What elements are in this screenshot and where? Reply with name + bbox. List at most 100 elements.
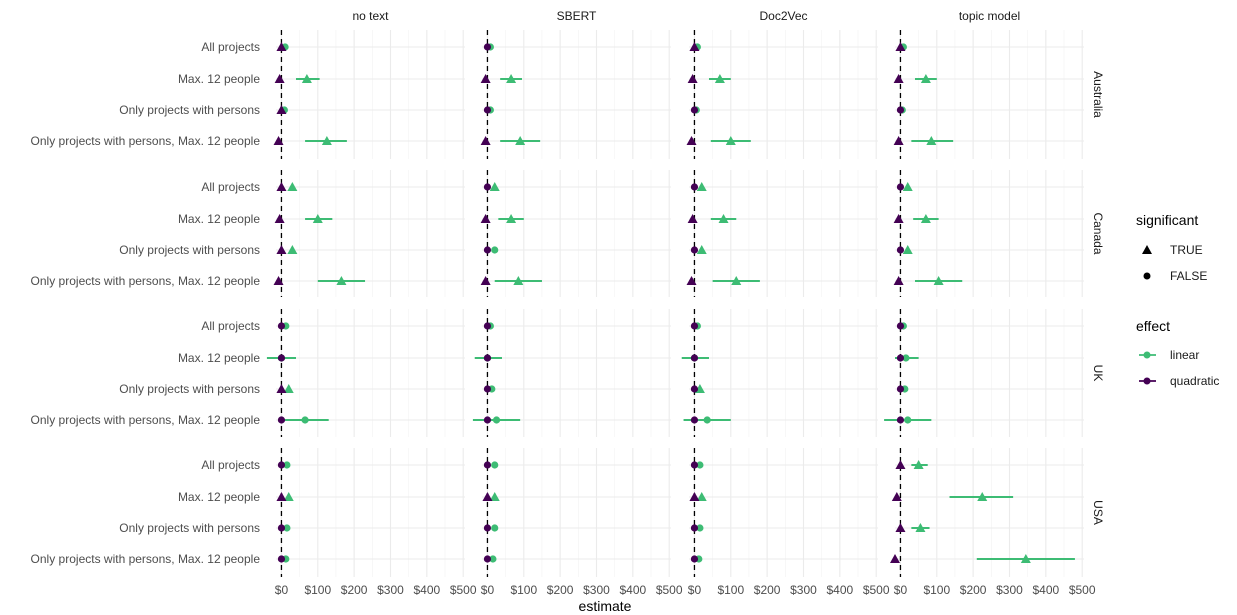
quadratic-point-significant xyxy=(687,214,698,223)
panel xyxy=(895,30,1084,159)
linear-point-significant xyxy=(915,523,926,532)
category-label: All projects xyxy=(201,319,260,333)
quadratic-point xyxy=(690,106,699,114)
linear-point-significant xyxy=(506,214,517,223)
linear-point-significant xyxy=(283,492,294,501)
quadratic-point-significant xyxy=(274,74,285,83)
linear-point-significant xyxy=(725,136,736,145)
panel xyxy=(689,309,878,437)
quadratic-point xyxy=(277,461,286,469)
quadratic-point xyxy=(690,461,699,469)
quadratic-point xyxy=(483,555,492,563)
x-tick-label: $400 xyxy=(826,583,853,597)
linear-point-significant xyxy=(696,245,707,254)
quadratic-point-significant xyxy=(480,276,491,285)
legend-quadratic-dot xyxy=(1143,377,1151,385)
linear-point-significant xyxy=(696,492,707,501)
quadratic-point-significant xyxy=(689,492,700,501)
x-tick-label: $0 xyxy=(275,583,289,597)
linear-point-significant xyxy=(513,276,524,285)
category-label: All projects xyxy=(201,180,260,194)
legend-significant-false: FALSE xyxy=(1170,269,1207,283)
category-label: Only projects with persons, Max. 12 peop… xyxy=(31,413,261,427)
quadratic-point-significant xyxy=(480,136,491,145)
x-tick-label: $200 xyxy=(547,583,574,597)
quadratic-point xyxy=(896,246,905,254)
linear-point-significant xyxy=(336,276,347,285)
linear-point xyxy=(283,461,291,469)
quadratic-point xyxy=(896,106,905,114)
quadratic-point-significant xyxy=(893,214,904,223)
linear-point-significant xyxy=(714,74,725,83)
linear-point-significant xyxy=(287,182,298,191)
x-tick-label: $300 xyxy=(996,583,1023,597)
x-tick-label: $200 xyxy=(754,583,781,597)
quadratic-point-significant xyxy=(273,276,284,285)
panel xyxy=(689,170,878,297)
quadratic-point-significant xyxy=(276,105,287,114)
x-tick-label: $0 xyxy=(481,583,495,597)
x-axis-title: estimate xyxy=(579,598,632,614)
linear-point xyxy=(283,524,291,532)
linear-point xyxy=(904,416,912,424)
column-strip-label: topic model xyxy=(959,9,1020,23)
x-tick-label: $500 xyxy=(863,583,890,597)
panel xyxy=(895,448,1084,577)
column-strips: no text SBERT Doc2Vec topic model xyxy=(352,9,1020,23)
panel xyxy=(276,448,465,577)
panel xyxy=(689,448,878,577)
linear-point-significant xyxy=(283,384,294,393)
linear-point-significant xyxy=(1020,554,1031,563)
row-strip-label: UK xyxy=(1091,365,1105,382)
quadratic-point xyxy=(896,416,905,424)
quadratic-point-significant xyxy=(276,492,287,501)
linear-point-significant xyxy=(913,460,924,469)
x-tick-label: $300 xyxy=(377,583,404,597)
x-tick-label: $100 xyxy=(923,583,950,597)
x-axis-ticks: $0 $100 $200 $300 $400 $500 $0 $100 $200 $300 $400… xyxy=(275,583,1096,597)
quadratic-point-significant xyxy=(689,42,700,51)
panel xyxy=(276,30,465,159)
linear-point-significant xyxy=(506,74,517,83)
category-label: Only projects with persons, Max. 12 peop… xyxy=(31,274,261,288)
quadratic-point-significant xyxy=(895,42,906,51)
quadratic-point xyxy=(277,322,286,330)
legend-effect-title: effect xyxy=(1136,318,1170,334)
x-tick-label: $100 xyxy=(510,583,537,597)
data-marks xyxy=(266,42,1075,563)
legend-linear-dot xyxy=(1143,351,1151,359)
panel xyxy=(276,170,465,297)
linear-point xyxy=(489,555,497,563)
column-strip-label: SBERT xyxy=(557,9,597,23)
column-strip-label: no text xyxy=(352,9,389,23)
x-tick-label: $300 xyxy=(583,583,610,597)
x-tick-label: $100 xyxy=(304,583,331,597)
row-strips: Australia Canada UK USA xyxy=(1091,71,1105,525)
quadratic-point xyxy=(690,246,699,254)
panel xyxy=(482,448,671,577)
linear-point-significant xyxy=(933,276,944,285)
quadratic-point xyxy=(690,524,699,532)
legend-circle-icon xyxy=(1143,272,1151,280)
linear-point-significant xyxy=(287,245,298,254)
legend-quadratic-label: quadratic xyxy=(1170,374,1219,388)
quadratic-point xyxy=(483,461,492,469)
linear-point-significant xyxy=(920,74,931,83)
panel xyxy=(895,170,1084,297)
x-tick-label: $500 xyxy=(450,583,477,597)
quadratic-point xyxy=(690,322,699,330)
legend-triangle-icon xyxy=(1142,245,1152,254)
linear-point xyxy=(703,416,711,424)
quadratic-point xyxy=(483,106,492,114)
x-tick-label: $200 xyxy=(960,583,987,597)
quadratic-point xyxy=(690,183,699,191)
panel xyxy=(689,30,878,159)
category-label: Max. 12 people xyxy=(178,351,260,365)
linear-point-significant xyxy=(489,492,500,501)
quadratic-point-significant xyxy=(480,74,491,83)
x-tick-label: $300 xyxy=(790,583,817,597)
x-tick-label: $0 xyxy=(688,583,702,597)
linear-point-significant xyxy=(902,245,913,254)
quadratic-point-significant xyxy=(276,182,287,191)
